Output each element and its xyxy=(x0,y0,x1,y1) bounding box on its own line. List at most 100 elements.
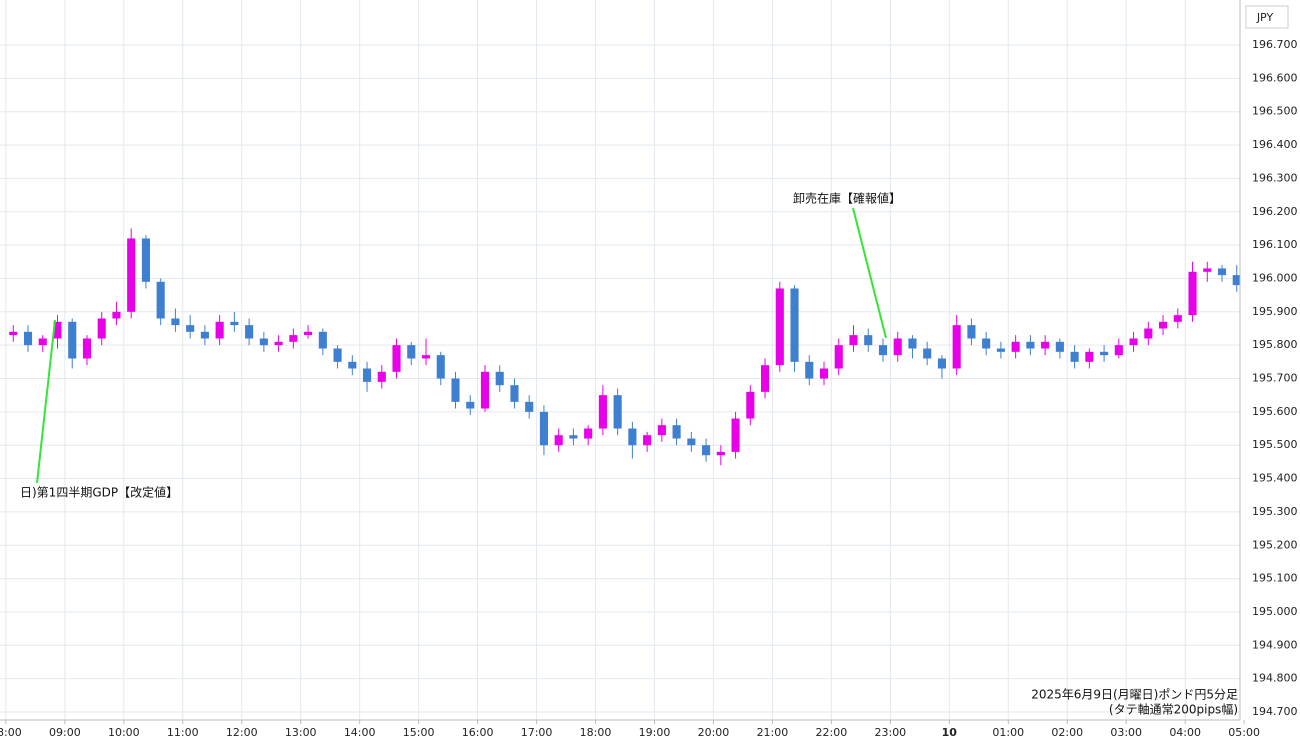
candle-body xyxy=(259,338,268,346)
candle-body xyxy=(672,425,681,439)
candle-body xyxy=(407,345,416,359)
candle-body xyxy=(82,338,92,359)
candle-body xyxy=(53,321,62,339)
candle-body xyxy=(613,395,622,429)
y-tick-label: 196.400 xyxy=(1252,138,1298,151)
y-tick-label: 195.900 xyxy=(1252,305,1298,318)
candle-body xyxy=(421,355,431,359)
candle-body xyxy=(1100,351,1109,356)
axes: 194.700 194.800 194.900 195.000 195.100 195.2… xyxy=(0,38,1298,739)
y-tick-label: 196.300 xyxy=(1252,171,1298,184)
y-tick-label: 196.200 xyxy=(1252,205,1298,218)
candle-body xyxy=(1203,268,1212,272)
y-tick-label: 194.700 xyxy=(1252,705,1298,718)
x-tick-label: 13:00 xyxy=(285,726,317,739)
candle-body xyxy=(23,331,33,346)
candle-body xyxy=(377,371,386,382)
x-tick-label: 08:00 xyxy=(0,726,22,739)
candle-body xyxy=(1070,351,1079,362)
price-axis-panel xyxy=(1240,0,1300,745)
candle-body xyxy=(9,331,18,336)
candle-body xyxy=(362,368,372,382)
x-tick-label: 23:00 xyxy=(874,726,906,739)
candle-body xyxy=(1055,341,1064,352)
candle-body xyxy=(716,451,725,456)
y-tick-label: 195.200 xyxy=(1252,538,1298,551)
candle-body xyxy=(392,345,401,372)
x-tick-label: 12:00 xyxy=(226,726,258,739)
candle-body xyxy=(451,378,460,402)
annotation-text: 卸売在庫【確報値】 xyxy=(793,191,901,206)
candle-body xyxy=(746,391,755,419)
candle-body xyxy=(156,281,165,319)
candle-body xyxy=(1026,341,1035,349)
x-tick-label: 18:00 xyxy=(580,726,612,739)
candle-body xyxy=(525,401,534,412)
candle-body xyxy=(1188,271,1197,316)
candle-body xyxy=(1144,328,1153,339)
annotation-text: 日)第1四半期GDP【改定値】 xyxy=(20,485,178,500)
candle-body xyxy=(628,428,637,446)
y-tick-label: 196.700 xyxy=(1252,38,1298,51)
candle-body xyxy=(230,321,239,326)
currency-label: JPY xyxy=(1256,11,1274,24)
candle-body xyxy=(819,368,829,379)
candle-body xyxy=(1217,268,1227,276)
candle-body xyxy=(466,401,475,409)
x-tick-label: 05:00 xyxy=(1228,726,1260,739)
candle-body xyxy=(215,321,224,339)
candle-body xyxy=(687,438,696,446)
y-tick-label: 196.100 xyxy=(1252,238,1298,251)
candle-body xyxy=(702,445,711,456)
annotations: 日)第1四半期GDP【改定値】 卸売在庫【確報値】 xyxy=(20,191,901,500)
candle-body xyxy=(878,345,888,356)
candle-body xyxy=(760,365,770,392)
candle-body xyxy=(274,341,283,346)
candle-body xyxy=(1114,345,1123,356)
annotation-line xyxy=(36,319,56,484)
candle-body xyxy=(127,238,136,312)
candle-body xyxy=(171,318,180,326)
candle-body xyxy=(141,238,150,282)
x-tick-label: 09:00 xyxy=(49,726,81,739)
candle-body xyxy=(495,371,504,386)
candle-body xyxy=(304,331,313,336)
y-tick-label: 195.700 xyxy=(1252,372,1298,385)
x-tick-label: 21:00 xyxy=(757,726,789,739)
y-tick-label: 195.000 xyxy=(1252,605,1298,618)
y-tick-label: 195.300 xyxy=(1252,505,1298,518)
candle-body xyxy=(893,338,902,356)
candle-body xyxy=(657,425,666,436)
candle-body xyxy=(996,348,1005,352)
y-tick-label: 195.100 xyxy=(1252,572,1298,585)
candle-body xyxy=(245,325,254,339)
candle-body xyxy=(318,331,327,349)
candle-body xyxy=(923,348,932,359)
y-tick-label: 195.400 xyxy=(1252,472,1298,485)
candle-body xyxy=(200,331,209,339)
x-tick-label: 10:00 xyxy=(108,726,140,739)
candle-body xyxy=(289,335,298,342)
candle-body xyxy=(952,325,961,369)
y-tick-label: 194.900 xyxy=(1252,638,1298,651)
candle-body xyxy=(908,338,917,349)
candle-body xyxy=(805,361,814,379)
y-tick-label: 194.800 xyxy=(1252,672,1298,685)
y-tick-label: 195.600 xyxy=(1252,405,1298,418)
x-tick-label: 22:00 xyxy=(816,726,848,739)
grid xyxy=(0,0,1240,720)
candle-body xyxy=(864,335,873,346)
candle-body xyxy=(849,335,858,346)
candles xyxy=(9,228,1240,466)
candle-body xyxy=(731,418,740,452)
x-tick-label: 14:00 xyxy=(344,726,376,739)
x-tick-label: 15:00 xyxy=(403,726,435,739)
caption: (タテ軸通常200pips幅) xyxy=(1109,702,1238,717)
candle-body xyxy=(480,371,490,409)
y-tick-label: 196.600 xyxy=(1252,71,1298,84)
candle-body xyxy=(1129,338,1138,346)
candle-body xyxy=(38,338,47,346)
y-tick-label: 196.000 xyxy=(1252,271,1298,284)
